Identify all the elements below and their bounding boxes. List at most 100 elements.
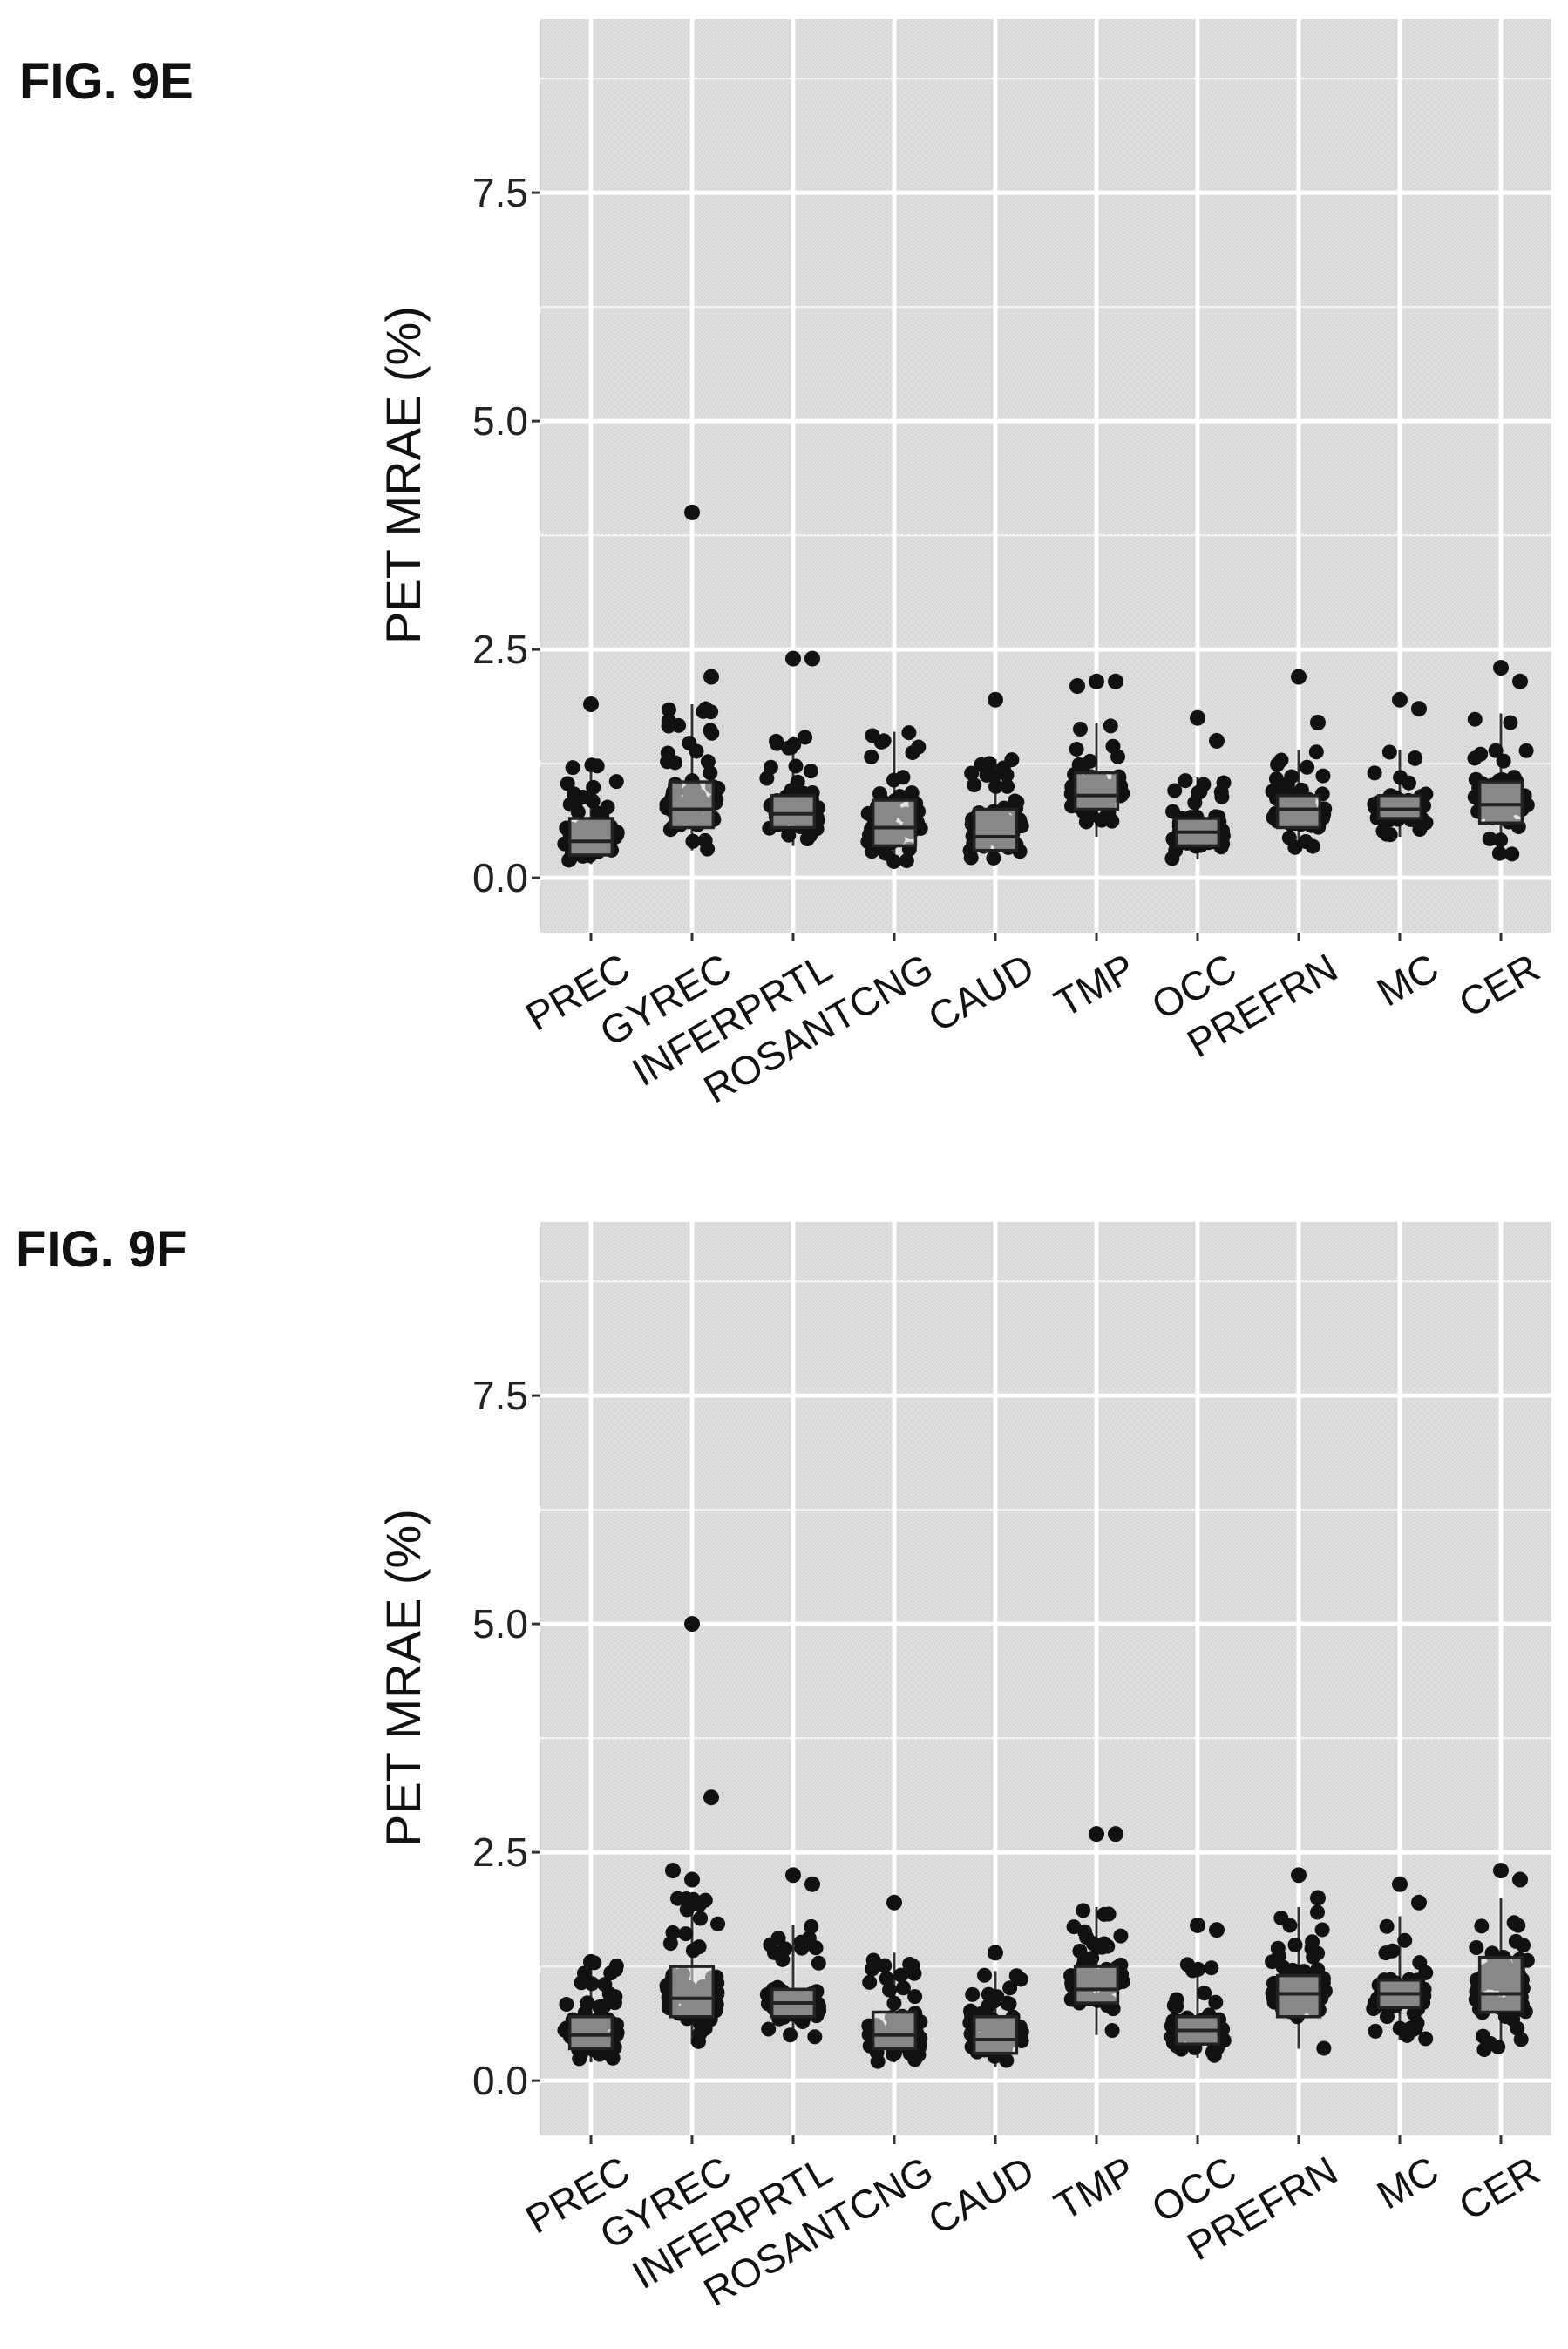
data-point bbox=[1379, 1918, 1395, 1934]
data-point bbox=[804, 1918, 819, 1934]
data-point bbox=[1110, 749, 1126, 764]
data-point bbox=[901, 725, 917, 741]
data-point bbox=[586, 779, 601, 795]
data-point bbox=[905, 1959, 920, 1974]
data-point bbox=[703, 765, 718, 781]
x-tick-label: TMP bbox=[1047, 945, 1143, 1027]
data-point bbox=[882, 1982, 898, 1998]
data-point bbox=[1493, 832, 1509, 848]
outlier-point bbox=[684, 504, 700, 520]
outlier-point bbox=[1310, 714, 1326, 730]
outlier-point bbox=[1089, 1826, 1104, 1843]
data-point bbox=[1310, 1904, 1326, 1920]
data-point bbox=[1076, 1953, 1092, 1969]
data-point bbox=[1482, 831, 1497, 846]
data-point bbox=[1076, 1903, 1091, 1918]
outlier-point bbox=[804, 1876, 820, 1892]
data-point bbox=[1491, 845, 1507, 861]
data-point bbox=[770, 1931, 786, 1946]
outlier-point bbox=[785, 650, 801, 667]
data-point bbox=[1407, 750, 1422, 765]
y-axis-title: PET MRAE (%) bbox=[376, 306, 431, 644]
data-point bbox=[981, 756, 997, 771]
data-point bbox=[1488, 743, 1504, 758]
data-point bbox=[559, 1997, 574, 2013]
outlier-point bbox=[703, 669, 719, 685]
data-point bbox=[596, 1999, 612, 2014]
data-point bbox=[759, 771, 775, 786]
data-point bbox=[1095, 1939, 1110, 1955]
outlier-point bbox=[583, 1953, 599, 1970]
outlier-point bbox=[1411, 701, 1427, 717]
data-point bbox=[986, 850, 1001, 866]
data-point bbox=[700, 754, 716, 770]
data-point bbox=[685, 1943, 701, 1959]
data-point bbox=[1164, 851, 1180, 866]
data-point bbox=[1167, 783, 1183, 798]
box bbox=[1376, 794, 1423, 820]
outlier-point bbox=[1190, 1917, 1205, 1933]
data-point bbox=[1270, 1940, 1286, 1956]
box bbox=[1275, 1973, 1322, 2019]
data-point bbox=[1305, 838, 1320, 854]
box bbox=[871, 798, 918, 848]
outlier-point bbox=[1291, 669, 1307, 685]
data-point bbox=[893, 1967, 909, 1983]
outlier-point bbox=[684, 1871, 700, 1888]
y-axis-title: PET MRAE (%) bbox=[376, 1509, 431, 1847]
data-point bbox=[1282, 1918, 1298, 1933]
data-point bbox=[1382, 827, 1398, 843]
data-point bbox=[781, 827, 797, 843]
data-point bbox=[905, 745, 920, 761]
outlier-point bbox=[1190, 709, 1205, 726]
data-point bbox=[1204, 1960, 1219, 1976]
data-point bbox=[1178, 773, 1193, 789]
data-point bbox=[1316, 2040, 1332, 2056]
data-point bbox=[1379, 2009, 1395, 2025]
data-point bbox=[689, 743, 704, 759]
data-point bbox=[794, 1940, 810, 1956]
data-point bbox=[1069, 742, 1084, 757]
data-point bbox=[886, 2047, 901, 2062]
data-point bbox=[1418, 2031, 1434, 2047]
data-point bbox=[1474, 1918, 1490, 1934]
data-point bbox=[703, 723, 718, 738]
outlier-point bbox=[1089, 673, 1104, 689]
data-point bbox=[1368, 2023, 1383, 2039]
data-point bbox=[763, 759, 778, 775]
box bbox=[770, 794, 817, 830]
data-point bbox=[798, 730, 813, 745]
data-point bbox=[1473, 746, 1489, 762]
data-point bbox=[761, 2021, 777, 2037]
data-point bbox=[870, 2054, 886, 2069]
outlier-point bbox=[1310, 1890, 1326, 1906]
outlier-point bbox=[1108, 673, 1123, 689]
x-tick-label: MC bbox=[1369, 2148, 1446, 2218]
data-point bbox=[964, 765, 980, 781]
data-point bbox=[565, 760, 580, 776]
outlier-point bbox=[1512, 1871, 1528, 1888]
data-point bbox=[1000, 778, 1015, 794]
data-point bbox=[1268, 771, 1284, 787]
data-point bbox=[608, 774, 624, 790]
outlier-point bbox=[1291, 1867, 1307, 1884]
data-point bbox=[811, 1955, 826, 1971]
data-point bbox=[1187, 795, 1203, 811]
box bbox=[669, 1965, 716, 2019]
data-point bbox=[1315, 768, 1331, 784]
data-point bbox=[803, 764, 818, 779]
data-point bbox=[865, 1961, 880, 1977]
y-tick-label: 5.0 bbox=[472, 398, 528, 444]
outlier-point bbox=[1493, 1863, 1509, 1879]
data-point bbox=[1101, 1906, 1117, 1922]
outlier-point bbox=[988, 1945, 1003, 1961]
data-point bbox=[697, 1892, 713, 1908]
data-point bbox=[1192, 784, 1208, 799]
data-point bbox=[899, 853, 914, 869]
outlier-point bbox=[1209, 732, 1225, 749]
box bbox=[669, 780, 716, 830]
data-point bbox=[1503, 715, 1518, 730]
data-point bbox=[1208, 1994, 1224, 2010]
data-point bbox=[700, 841, 716, 857]
